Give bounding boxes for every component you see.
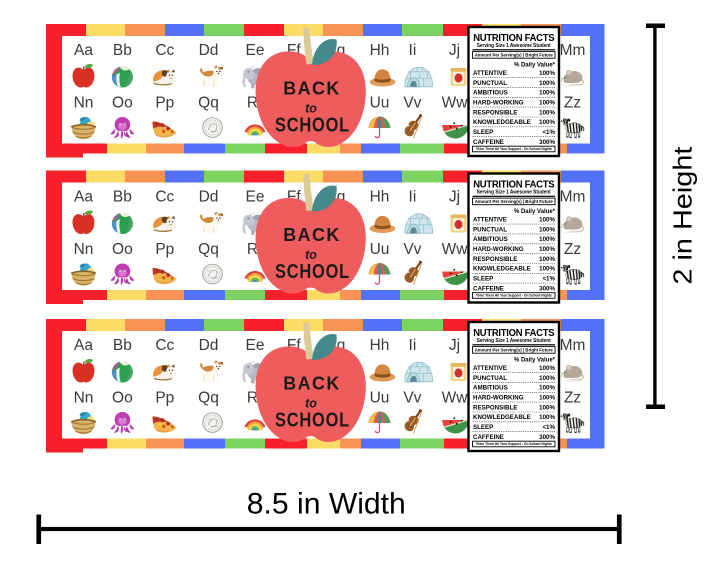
svg-text:2 in Height: 2 in Height xyxy=(667,146,697,285)
svg-text:8.5 in Width: 8.5 in Width xyxy=(247,488,406,521)
